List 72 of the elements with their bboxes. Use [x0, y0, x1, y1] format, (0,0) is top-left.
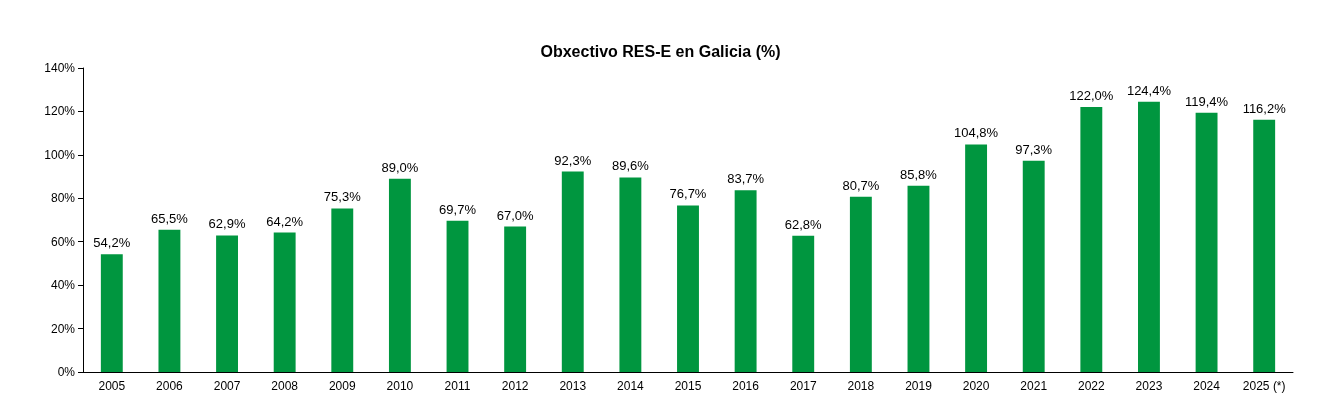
bar: [1022, 160, 1045, 372]
bar: [849, 196, 872, 372]
data-label: 119,4%: [1185, 93, 1229, 109]
x-tick-label: 2010: [386, 379, 414, 393]
data-label: 122,0%: [1069, 88, 1114, 104]
data-label: 104,8%: [954, 125, 999, 141]
bar: [1195, 112, 1218, 372]
x-tick-label: 2023: [1135, 379, 1163, 393]
x-tick-label: 2013: [559, 379, 587, 393]
data-label: 75,3%: [323, 189, 362, 205]
bar: [792, 235, 815, 372]
data-label: 89,0%: [381, 159, 419, 175]
bar: [1253, 119, 1276, 372]
data-label: 64,2%: [266, 213, 304, 229]
x-tick-label: 2024: [1193, 379, 1221, 393]
x-tick-label: 2019: [905, 379, 933, 393]
y-tick-label: 140%: [44, 61, 76, 75]
x-tick-label: 2006: [156, 379, 184, 393]
chart-title: Obxectivo RES-E en Galicia (%): [540, 42, 781, 60]
data-label: 67,0%: [496, 207, 535, 223]
data-label: 83,7%: [727, 171, 765, 187]
x-tick-label: 2012: [501, 379, 529, 393]
bar: [504, 226, 527, 372]
x-tick-label: 2017: [789, 379, 817, 393]
data-label: 85,8%: [900, 166, 938, 182]
x-tick-label: 2021: [1020, 379, 1048, 393]
data-label: 124,4%: [1126, 82, 1172, 98]
x-tick-label: 2014: [617, 379, 645, 393]
bar: [619, 177, 642, 372]
x-tick-label: 2009: [328, 379, 356, 393]
x-tick-label: 2020: [962, 379, 990, 393]
x-tick-label: 2011: [444, 379, 471, 393]
y-tick-label: 120%: [44, 104, 76, 119]
bar: [677, 205, 699, 372]
bar: [388, 178, 411, 372]
bar: [273, 232, 296, 372]
bar: [158, 229, 181, 372]
y-tick-label: 0%: [57, 365, 76, 379]
bar: [907, 185, 930, 372]
bar: [1080, 107, 1103, 372]
y-tick-label: 60%: [50, 234, 76, 249]
data-label: 80,7%: [842, 177, 880, 193]
data-label: 89,6%: [611, 158, 650, 174]
data-label: 62,8%: [784, 216, 823, 232]
x-tick-label: 2015: [674, 379, 702, 393]
y-tick-label: 80%: [50, 191, 76, 206]
bar: [734, 190, 757, 372]
bar: [965, 144, 988, 372]
bar: [1138, 101, 1160, 372]
y-tick-label: 100%: [44, 147, 76, 162]
x-tick-label: 2022: [1077, 379, 1105, 393]
x-tick-label: 2018: [847, 379, 875, 393]
x-tick-label: 2007: [213, 379, 241, 393]
data-label: 62,9%: [208, 216, 246, 232]
data-label: 92,3%: [554, 152, 592, 168]
data-label: 76,7%: [669, 186, 707, 202]
x-tick-label: 2016: [732, 379, 760, 393]
x-tick-label: 2025 (*): [1242, 379, 1286, 393]
bar: [331, 208, 354, 372]
x-tick-label: 2005: [98, 379, 126, 393]
data-label: 69,7%: [439, 201, 477, 217]
data-label: 65,5%: [150, 210, 189, 226]
data-label: 116,2%: [1242, 100, 1287, 116]
data-label: 54,2%: [93, 235, 131, 251]
bar: [561, 171, 584, 372]
data-label: 97,3%: [1015, 141, 1053, 157]
bar: [216, 235, 238, 372]
bar: [446, 220, 469, 372]
x-tick-label: 2008: [271, 379, 299, 393]
bar: [100, 254, 123, 372]
y-tick-label: 40%: [50, 278, 76, 293]
y-tick-label: 20%: [50, 321, 76, 336]
